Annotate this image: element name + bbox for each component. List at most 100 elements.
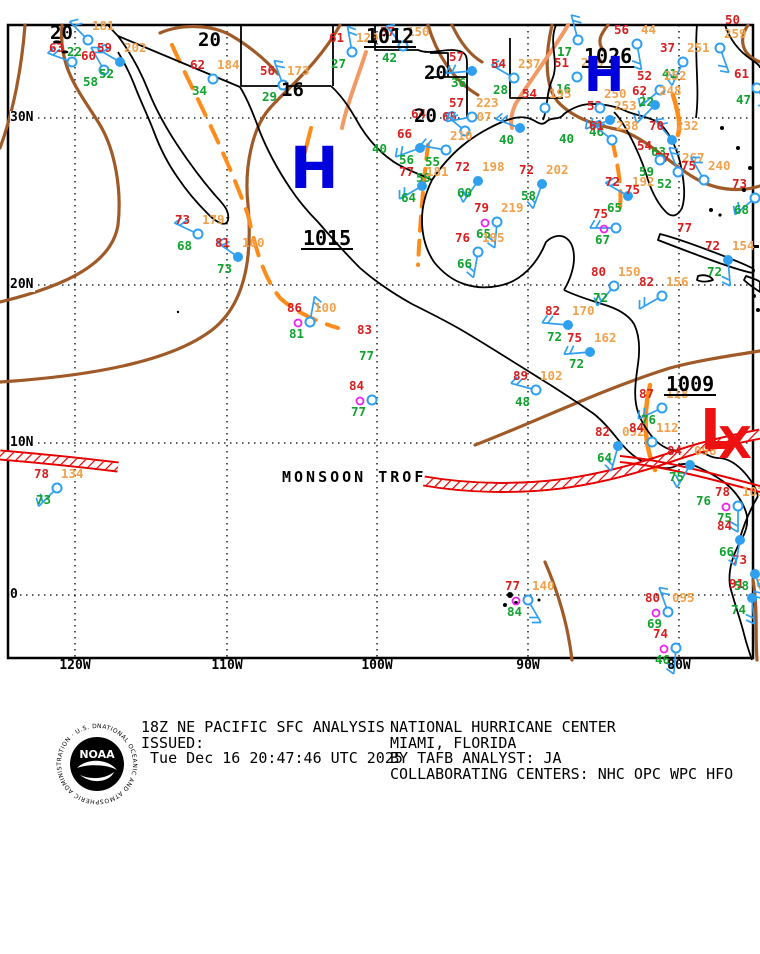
station-value: 76	[641, 412, 656, 427]
station-value: 198	[482, 159, 505, 174]
wind-barb-tick	[589, 219, 596, 229]
station-value: 75	[681, 158, 696, 173]
wind-barb-tick	[47, 46, 56, 54]
station-value: 81	[289, 326, 304, 341]
station-value: 46	[655, 652, 670, 667]
station-value: 56	[260, 63, 275, 78]
wind-barb-tick	[528, 195, 536, 204]
station-value: 72	[605, 174, 620, 189]
station-value: 64	[401, 190, 416, 205]
wind-barb-tick	[312, 301, 321, 309]
station-value: 64	[597, 450, 612, 465]
station-circle-icon	[415, 143, 425, 153]
station-circle-icon	[571, 71, 583, 83]
wind-barb-tick	[729, 553, 738, 561]
station-circle-icon	[304, 316, 316, 328]
wind-barb-tick	[425, 139, 433, 148]
wind-barb-tick	[721, 275, 731, 281]
station-circle-icon	[735, 535, 745, 545]
station-value: 170	[572, 303, 595, 318]
station-value: 80	[591, 264, 606, 279]
station-circle-icon	[585, 347, 595, 357]
station-value: 72	[519, 162, 534, 177]
station-value: 87	[639, 386, 654, 401]
station-value: 118	[666, 386, 689, 401]
station-value: 84	[349, 378, 364, 393]
wind-barb-tick	[674, 474, 681, 483]
station-value: 73	[36, 492, 51, 507]
wind-barb-tick	[605, 458, 614, 467]
station-value: 238	[616, 118, 639, 133]
station-value: 37	[660, 40, 675, 55]
station-circle-icon	[732, 500, 744, 512]
station-value: 86	[287, 300, 302, 315]
station-value: 27	[331, 56, 346, 71]
station-value: 16	[556, 81, 571, 96]
station-circle-icon	[605, 115, 615, 125]
station-circle-icon	[670, 642, 682, 654]
station-circle-icon	[677, 56, 689, 68]
wind-barb-tick	[273, 59, 284, 64]
wind-barb-tick	[668, 72, 676, 81]
station-circle-icon	[466, 111, 478, 123]
wind-barb-tick	[666, 77, 673, 87]
station-value: 91	[729, 576, 744, 591]
station-value: 102	[540, 368, 563, 383]
station-value: 78	[715, 484, 730, 499]
station-value: 251	[687, 40, 710, 55]
station-circle-icon	[515, 123, 525, 133]
station-value: 134	[61, 466, 84, 481]
wind-barb-tick	[642, 94, 646, 104]
station-circle-icon	[467, 66, 477, 76]
station-value: 66	[719, 544, 734, 559]
station-value: 58	[734, 578, 749, 593]
station-value: 54	[522, 86, 537, 101]
station-circle-icon	[698, 174, 710, 186]
station-value: 72	[455, 159, 470, 174]
noaa-logo: NATIONAL OCEANIC AND ATMOSPHERIC ADMINIS…	[53, 720, 138, 805]
wind-barb-tick	[496, 62, 505, 69]
station-value: 76	[696, 493, 711, 508]
station-value: 78	[34, 466, 49, 481]
station-value: 252	[664, 68, 687, 83]
station-circle-icon	[539, 102, 551, 114]
wind-barb-tick	[719, 69, 730, 74]
wind-barb-tick	[633, 114, 638, 124]
station-value: 51	[554, 55, 569, 70]
wind-barb-tick	[637, 409, 641, 420]
station-circle-icon	[66, 56, 78, 68]
wind-barb-tick	[597, 292, 602, 302]
station-circle-icon	[98, 64, 110, 76]
station-value: 74	[653, 626, 668, 641]
station-value: 75	[669, 469, 684, 484]
station-circle-icon	[233, 252, 243, 262]
station-value: 55	[425, 154, 440, 169]
station-circle-icon	[563, 320, 573, 330]
wind-barb-tick	[745, 613, 755, 619]
station-value: 68	[177, 238, 192, 253]
station-circle-icon	[747, 593, 757, 603]
wind-barb-tick	[658, 586, 669, 591]
wind-barb-tick	[486, 242, 496, 249]
station-value: 47	[736, 92, 751, 107]
station-value: 29	[262, 89, 277, 104]
station-value: 253	[614, 98, 637, 113]
station-circle-icon	[646, 436, 658, 448]
station-weather-icon	[355, 396, 365, 406]
station-value: 73	[175, 212, 190, 227]
station-value: 72	[707, 264, 722, 279]
wind-barb-tick	[671, 479, 678, 488]
station-value: 66	[457, 256, 472, 271]
station-weather-icon	[480, 218, 490, 228]
station-value: 259	[724, 26, 747, 41]
wind-barb-tick	[752, 590, 760, 594]
wind-barb-tick	[637, 110, 642, 120]
station-weather-icon	[599, 224, 609, 234]
station-circle-icon	[606, 134, 618, 146]
station-circle-icon	[662, 606, 674, 618]
station-circle-icon	[192, 228, 204, 240]
station-circle-icon	[537, 179, 547, 189]
station-value: 173	[287, 63, 310, 78]
station-value: 59	[416, 170, 431, 185]
wind-barb-tick	[631, 60, 641, 65]
